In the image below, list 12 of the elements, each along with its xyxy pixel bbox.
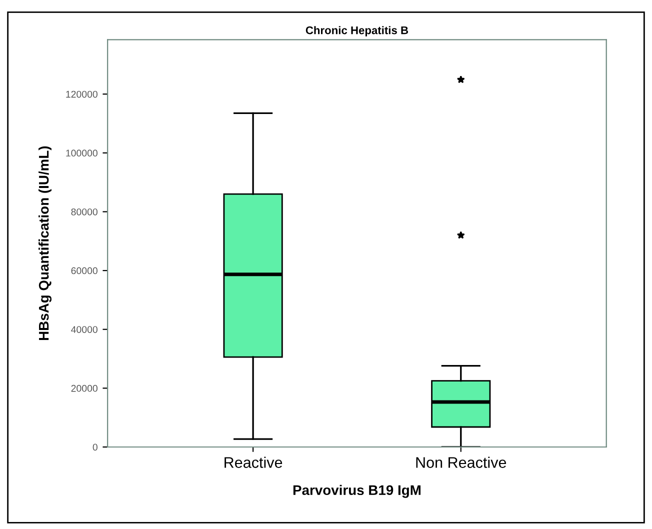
y-tick-label: 60000 — [71, 267, 98, 274]
y-tick-label: 0 — [92, 444, 98, 451]
y-tick-label: 20000 — [71, 384, 98, 392]
y-tick-label: 40000 — [71, 326, 98, 333]
x-tick-label: Non Reactive — [416, 456, 506, 468]
y-tick-label: 80000 — [71, 208, 98, 216]
y-axis-title: HBsAg Quantification (IU/mL) — [38, 146, 52, 340]
x-tick-label: Reactive — [224, 456, 282, 468]
x-axis-title: Parvovirus B19 IgM — [293, 484, 420, 498]
y-tick-label: 100000 — [66, 150, 98, 157]
chart-title: Chronic Hepatitis B — [306, 26, 408, 36]
y-tick-label: 120000 — [66, 90, 98, 98]
